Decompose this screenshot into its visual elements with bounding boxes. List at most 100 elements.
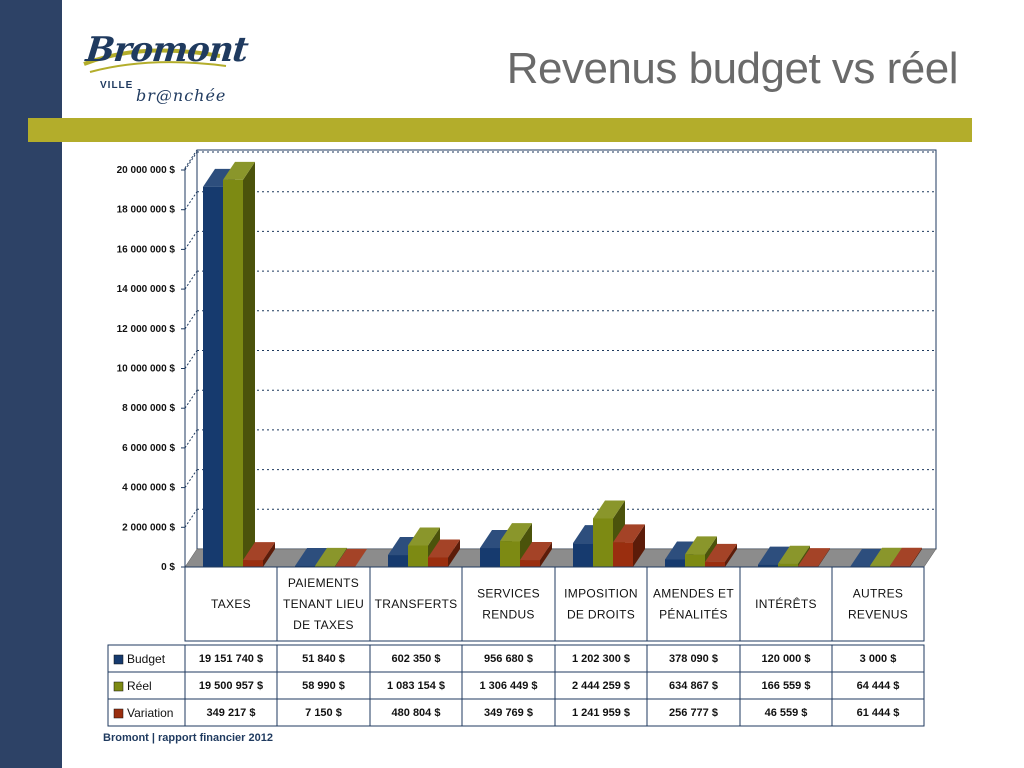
category-label: AUTRES [853,587,903,601]
category-label: RENDUS [482,608,534,622]
gridline-depth [184,231,198,250]
bar-variation-2 [428,539,460,567]
y-tick-label: 6 000 000 $ [122,443,175,454]
bar-top [520,542,552,561]
bar-front [500,541,520,567]
title-rule [28,118,972,142]
category-label: TRANSFERTS [375,597,458,611]
bar-side [818,548,830,567]
bar-front [573,543,593,567]
legend-key-réel [113,681,124,692]
table-cell: 58 990 $ [302,680,345,692]
bar-top [315,547,347,566]
y-tick-label: 8 000 000 $ [122,403,175,414]
category-label: TAXES [211,597,251,611]
table-cell: 480 804 $ [392,707,441,719]
category-label: DE DROITS [567,608,635,622]
table-cell: 602 350 $ [392,653,441,665]
y-tick-label: 4 000 000 $ [122,483,175,494]
gridline-depth [184,509,198,528]
table-cell: 7 150 $ [305,707,342,719]
bar-top [428,539,460,558]
table-cell: 2 444 259 $ [572,680,630,692]
bar-front [388,555,408,567]
bar-top [798,548,830,567]
bar-front [778,563,798,567]
bar-top [870,547,902,566]
bar-variation-3 [520,542,552,567]
bar-top [408,527,440,546]
category-label: PAIEMENTS [288,576,359,590]
category-label: TENANT LIEU [283,597,364,611]
bar-side [725,543,737,567]
bar-réel-3 [500,523,532,567]
bar-top [500,523,532,542]
table-cell: 1 306 449 $ [479,680,537,692]
bar-side [910,547,922,567]
legend-label: Variation [127,706,173,720]
table-cell: 634 867 $ [669,680,718,692]
bar-front [295,565,315,567]
y-tick-label: 0 $ [161,562,175,573]
gridline-depth [184,350,198,369]
bar-réel-0 [223,161,255,567]
table-cell: 1 202 300 $ [572,653,630,665]
bar-variation-7 [890,547,922,567]
bar-side [355,548,367,567]
table-cell: 349 769 $ [484,707,533,719]
table-cell: 349 217 $ [207,707,256,719]
y-tick-label: 14 000 000 $ [117,284,176,295]
y-tick-label: 10 000 000 $ [117,364,176,375]
y-tick-label: 12 000 000 $ [117,324,176,335]
bar-side [263,542,275,567]
footer-text: Bromont | rapport financier 2012 [103,732,273,744]
category-label: IMPOSITION [564,587,638,601]
gridline-depth [184,191,198,210]
y-tick-label: 18 000 000 $ [117,205,176,216]
bar-front [203,186,223,568]
bar-front [428,557,448,567]
table-row [107,644,925,673]
bar-front [480,548,500,567]
table-cell: 956 680 $ [484,653,533,665]
logo-tagline: br@nchée [136,86,227,105]
table-cell: 19 500 957 $ [199,680,263,692]
table-row [107,698,925,727]
bar-front [613,542,633,567]
table-cell: 3 000 $ [860,653,897,665]
bar-top [850,548,882,567]
bromont-logo: Bromont VILLE br@nchée [80,22,250,112]
bar-top [480,530,512,549]
table-cell: 64 444 $ [857,680,900,692]
table-cell: 378 090 $ [669,653,718,665]
bar-front [593,518,613,567]
axis-depth-line [184,149,198,169]
bar-side [335,547,347,567]
bar-side [633,524,645,567]
bar-top [758,546,790,565]
bar-front [705,561,725,567]
bar-top [203,168,235,187]
bar-top [335,548,367,567]
category-label: REVENUS [848,608,908,622]
bar-front [243,560,263,567]
bar-top [295,547,327,566]
bar-side [448,539,460,567]
gridline-depth [184,389,198,409]
category-label: SERVICES [477,587,540,601]
bar-front [890,565,910,567]
bar-front [315,565,335,567]
category-label: INTÉRÊTS [755,596,817,611]
y-tick-label: 2 000 000 $ [122,522,175,533]
bar-top [665,541,697,560]
legend-key-variation [113,708,124,719]
legend-label: Budget [127,652,166,666]
bar-front [520,560,540,567]
bar-top [778,545,810,564]
legend-key-budget [113,654,124,665]
bar-variation-4 [613,524,645,567]
table-cell: 1 241 959 $ [572,707,630,719]
gridline-depth [184,151,198,171]
y-tick-label: 16 000 000 $ [117,244,176,255]
